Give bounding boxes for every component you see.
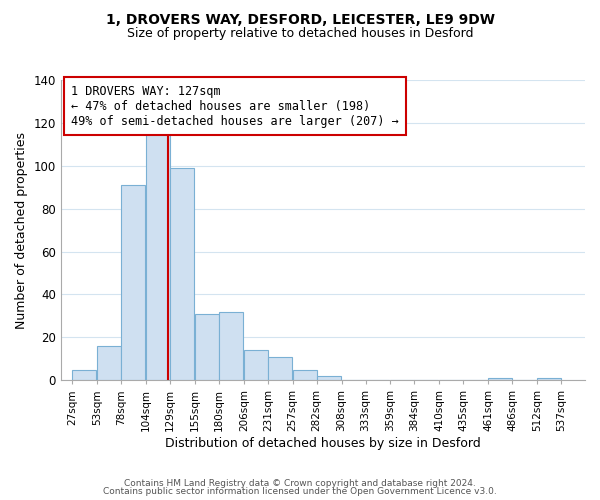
Bar	[195, 314, 219, 380]
Bar	[537, 378, 561, 380]
Y-axis label: Number of detached properties: Number of detached properties	[15, 132, 28, 328]
Bar	[146, 134, 170, 380]
Bar	[268, 356, 292, 380]
Text: 1, DROVERS WAY, DESFORD, LEICESTER, LE9 9DW: 1, DROVERS WAY, DESFORD, LEICESTER, LE9 …	[106, 12, 494, 26]
Bar	[488, 378, 512, 380]
X-axis label: Distribution of detached houses by size in Desford: Distribution of detached houses by size …	[165, 437, 481, 450]
Text: 1 DROVERS WAY: 127sqm
← 47% of detached houses are smaller (198)
49% of semi-det: 1 DROVERS WAY: 127sqm ← 47% of detached …	[71, 84, 399, 128]
Text: Contains public sector information licensed under the Open Government Licence v3: Contains public sector information licen…	[103, 488, 497, 496]
Text: Contains HM Land Registry data © Crown copyright and database right 2024.: Contains HM Land Registry data © Crown c…	[124, 478, 476, 488]
Bar	[121, 185, 145, 380]
Bar	[317, 376, 341, 380]
Bar	[97, 346, 121, 380]
Text: Size of property relative to detached houses in Desford: Size of property relative to detached ho…	[127, 28, 473, 40]
Bar	[244, 350, 268, 380]
Bar	[170, 168, 194, 380]
Bar	[219, 312, 243, 380]
Bar	[72, 370, 96, 380]
Bar	[293, 370, 317, 380]
